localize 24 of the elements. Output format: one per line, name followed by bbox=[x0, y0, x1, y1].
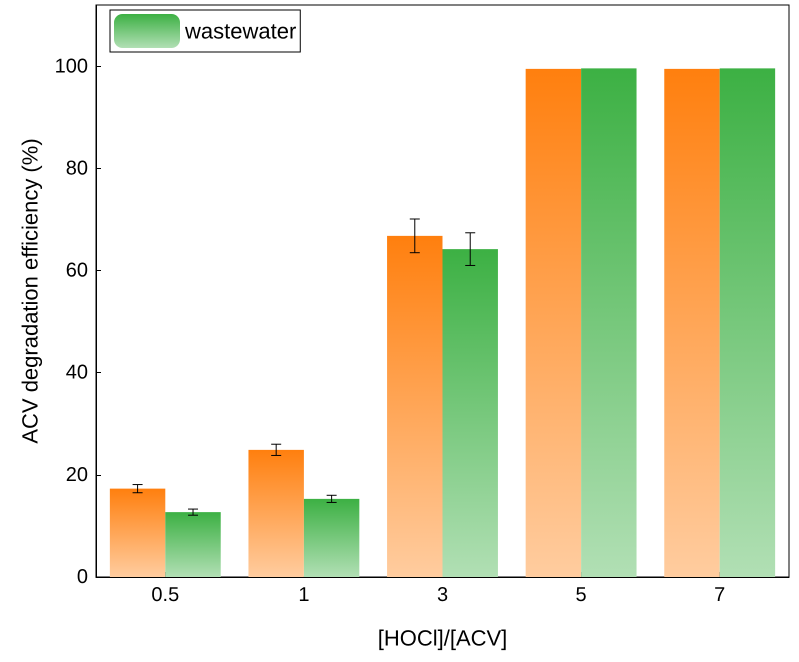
x-tick-label: 0.5 bbox=[151, 584, 180, 606]
x-tick-label: 3 bbox=[436, 584, 448, 606]
y-tick-label: 60 bbox=[66, 260, 88, 282]
x-tick-label: 5 bbox=[576, 584, 587, 606]
y-tick-label: 20 bbox=[66, 464, 88, 486]
bar bbox=[304, 498, 360, 577]
legend-label: wastewater bbox=[184, 18, 296, 44]
x-tick-label: 7 bbox=[714, 584, 726, 606]
y-tick-label: 40 bbox=[66, 362, 88, 384]
x-axis-title: [HOCl]/[ACV] bbox=[378, 626, 508, 650]
y-tick-label: 100 bbox=[54, 55, 88, 78]
bar bbox=[581, 68, 637, 577]
y-tick-label: 0 bbox=[76, 566, 88, 588]
y-tick-label: 80 bbox=[66, 157, 88, 180]
bar bbox=[248, 450, 304, 577]
bar bbox=[664, 68, 720, 577]
bar bbox=[720, 68, 776, 577]
bar bbox=[526, 68, 582, 577]
bar bbox=[165, 512, 221, 577]
bar bbox=[442, 249, 498, 577]
bar bbox=[387, 236, 442, 577]
bar bbox=[110, 488, 166, 577]
x-tick-label: 1 bbox=[298, 584, 310, 606]
y-axis-title: ACV degradation efficiency (%) bbox=[18, 138, 42, 444]
